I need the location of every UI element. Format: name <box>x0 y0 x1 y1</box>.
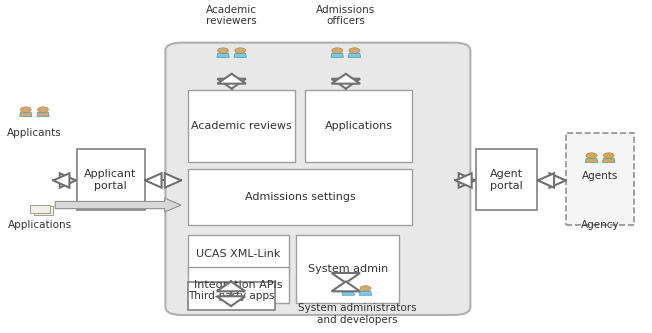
FancyBboxPatch shape <box>188 90 295 163</box>
Text: Applicant
portal: Applicant portal <box>84 169 136 190</box>
Polygon shape <box>550 173 566 188</box>
FancyBboxPatch shape <box>188 169 412 225</box>
Text: Agents: Agents <box>582 170 618 180</box>
Text: Applicants: Applicants <box>7 128 62 138</box>
Polygon shape <box>216 296 245 306</box>
Polygon shape <box>20 113 32 117</box>
Circle shape <box>218 48 228 53</box>
Polygon shape <box>31 204 50 213</box>
Circle shape <box>349 48 360 53</box>
Circle shape <box>38 107 48 112</box>
Text: UCAS XML-Link: UCAS XML-Link <box>196 249 280 259</box>
Circle shape <box>360 286 371 291</box>
Polygon shape <box>234 53 246 57</box>
FancyBboxPatch shape <box>567 133 634 225</box>
Circle shape <box>343 286 353 291</box>
Polygon shape <box>348 53 361 57</box>
FancyBboxPatch shape <box>297 234 399 303</box>
Polygon shape <box>34 206 53 215</box>
Polygon shape <box>60 173 76 188</box>
Polygon shape <box>331 273 360 283</box>
Text: Applications: Applications <box>325 121 393 131</box>
FancyBboxPatch shape <box>305 90 412 163</box>
Polygon shape <box>217 79 246 89</box>
Polygon shape <box>585 159 598 163</box>
Text: Integration APIs: Integration APIs <box>194 280 283 290</box>
Circle shape <box>235 48 246 53</box>
Circle shape <box>20 107 31 112</box>
Polygon shape <box>359 291 372 295</box>
Text: System administrators
and developers: System administrators and developers <box>297 303 416 325</box>
Text: Academic
reviewers: Academic reviewers <box>206 5 257 26</box>
Text: System admin: System admin <box>308 264 388 274</box>
Circle shape <box>586 153 597 158</box>
Polygon shape <box>342 291 354 295</box>
FancyBboxPatch shape <box>188 282 275 310</box>
Text: Third-party apps: Third-party apps <box>188 291 274 301</box>
Polygon shape <box>55 198 181 212</box>
FancyBboxPatch shape <box>76 149 145 210</box>
FancyBboxPatch shape <box>188 234 289 274</box>
Circle shape <box>603 153 614 158</box>
Polygon shape <box>538 173 554 188</box>
Circle shape <box>332 48 342 53</box>
Polygon shape <box>331 281 360 291</box>
Polygon shape <box>145 173 162 188</box>
FancyBboxPatch shape <box>475 149 537 210</box>
Polygon shape <box>602 159 615 163</box>
Polygon shape <box>331 53 344 57</box>
FancyBboxPatch shape <box>166 43 470 315</box>
Text: Admissions settings: Admissions settings <box>244 192 355 202</box>
Polygon shape <box>37 113 49 117</box>
Text: Agent
portal: Agent portal <box>490 169 523 190</box>
Polygon shape <box>217 53 229 57</box>
FancyBboxPatch shape <box>188 267 289 303</box>
Polygon shape <box>165 173 181 188</box>
Polygon shape <box>216 281 245 291</box>
Text: Applications: Applications <box>8 220 72 230</box>
Polygon shape <box>53 173 69 188</box>
Text: Admissions
officers: Admissions officers <box>316 5 376 26</box>
Text: Academic reviews: Academic reviews <box>191 121 292 131</box>
Polygon shape <box>456 173 471 188</box>
Polygon shape <box>217 74 246 84</box>
Text: Agency: Agency <box>581 220 619 230</box>
Polygon shape <box>331 79 360 89</box>
Polygon shape <box>331 74 360 84</box>
Polygon shape <box>458 173 475 188</box>
